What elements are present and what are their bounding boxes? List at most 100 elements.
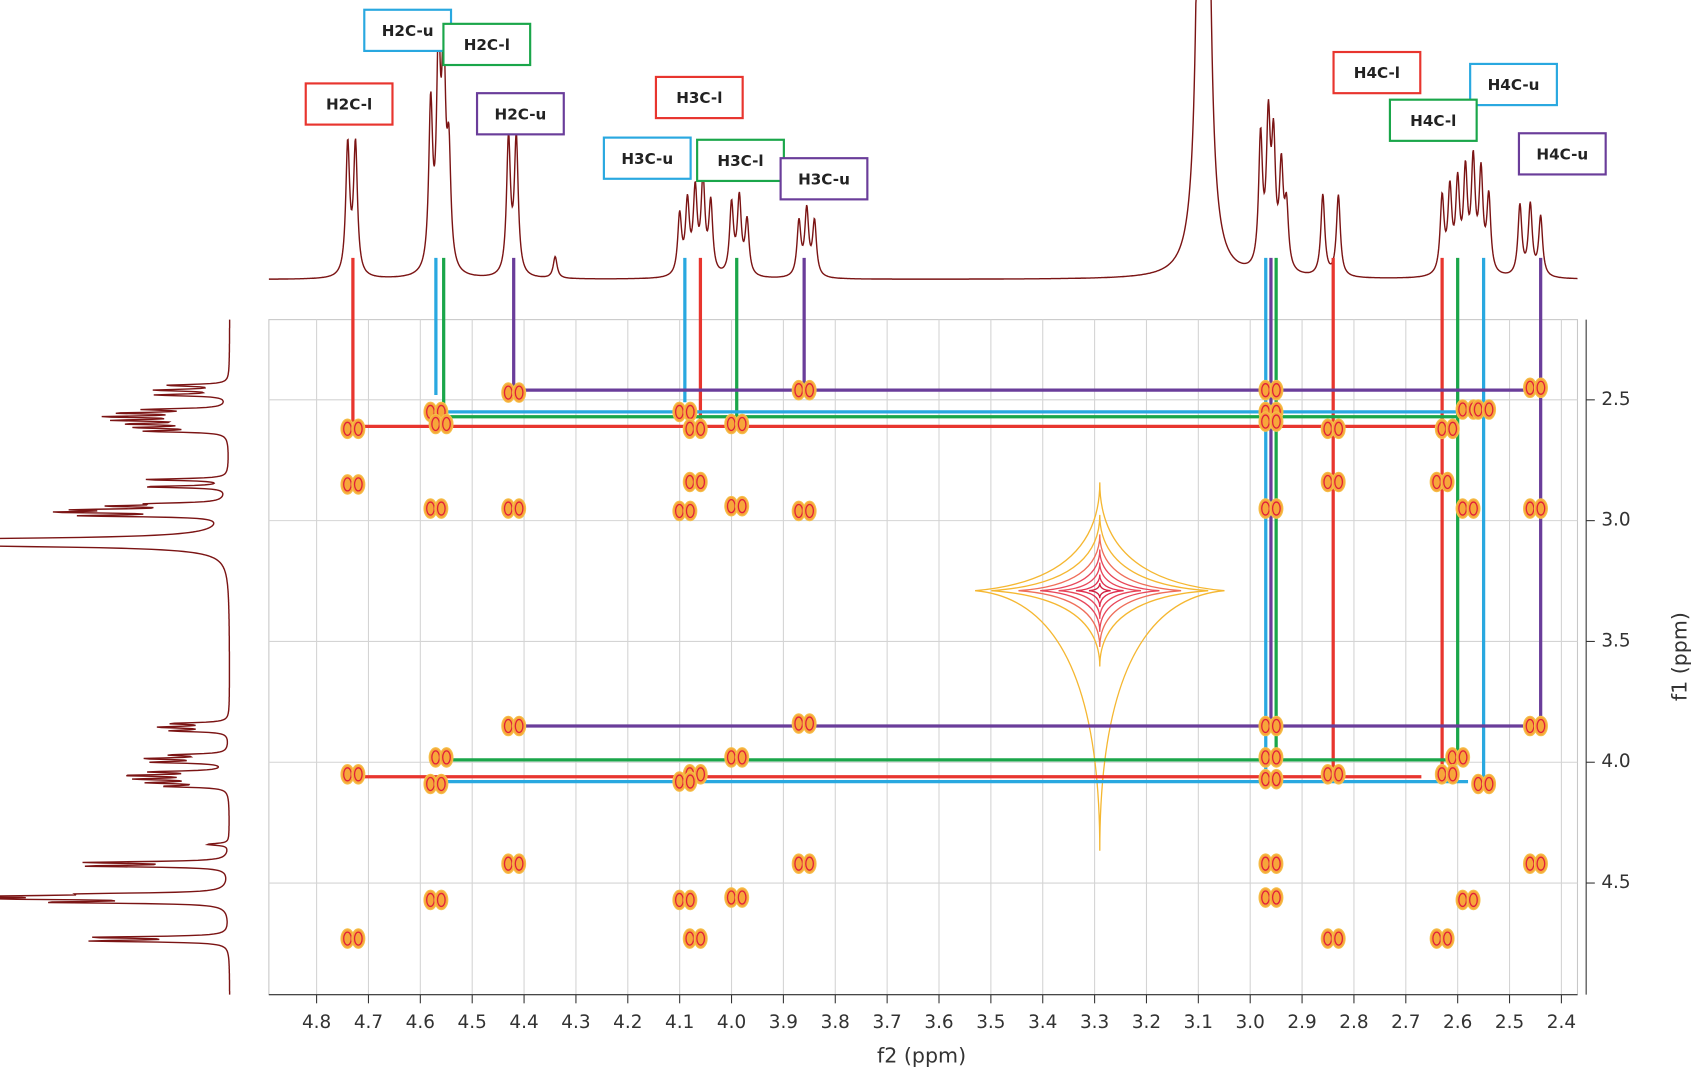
contour [805,856,815,871]
contour [514,501,524,516]
annotation-box [1332,50,1422,95]
contour [1271,771,1281,787]
cross-peak [682,471,708,493]
contour [1334,931,1344,946]
x-tick-label: 4.2 [613,1012,642,1033]
annotation-label: H2C-l [464,36,510,54]
contour [1448,767,1458,782]
cross-peak [1523,377,1548,399]
cross-peak [501,382,527,403]
cross-peak [791,713,817,734]
cross-peak [682,418,708,440]
cross-peak [423,498,449,519]
contour [1271,890,1281,905]
cross-peak [1258,411,1284,432]
cross-peak [724,413,750,435]
y-tick-label: 3.5 [1601,630,1630,651]
x-tick-label: 4.0 [717,1012,746,1033]
annotation-label: H3C-l [676,89,722,107]
contour [1334,474,1344,490]
contour [1443,474,1452,490]
x-tick-label: 3.6 [924,1012,953,1033]
x-tick-label: 3.1 [1184,1012,1213,1033]
y-tick-label: 4.5 [1601,872,1630,893]
contour [514,385,524,400]
contour [685,503,695,519]
cross-peak [1434,764,1460,785]
cross-peak [724,747,750,768]
cross-peak [501,853,527,875]
cross-peak [672,500,698,522]
x-tick-label: 3.2 [1132,1012,1161,1033]
y-tick-label: 3.0 [1601,510,1630,531]
cross-peak [1523,853,1548,875]
cross-peak [672,401,698,423]
cross-peak [1258,887,1284,908]
cross-peak [1320,418,1346,440]
contour [1271,750,1281,765]
contour [1469,501,1478,516]
contour [737,890,747,905]
contour [1271,718,1281,734]
annotation-box [1517,132,1607,176]
cross-peak [428,413,454,435]
x-tick-label: 4.1 [665,1012,694,1033]
x-tick-label: 2.6 [1443,1012,1472,1033]
contour [1536,718,1546,734]
contour [1484,402,1494,417]
contour [1536,380,1546,395]
annotation-label: H2C-l [326,96,372,114]
annotation-label: H4C-l [1410,112,1456,130]
left-projection [0,319,231,995]
x-tick-label: 4.6 [406,1012,435,1033]
contour [353,421,363,436]
cross-peak [428,747,454,768]
contour [514,856,524,871]
cross-peak [501,498,527,519]
contour [1448,421,1458,436]
cross-peak [340,474,366,495]
annotation-box [442,22,532,67]
contour [1536,856,1546,871]
contour [1443,931,1452,946]
contour [1334,421,1344,436]
contour [1088,583,1111,599]
x-tick-label: 4.7 [354,1012,383,1033]
x-tick-label: 4.8 [302,1012,331,1033]
cross-peak [1258,747,1284,768]
contour [696,767,706,782]
cross-peak [724,887,750,908]
contour [685,404,695,420]
cross-peak [423,773,449,795]
x-tick-label: 2.5 [1495,1012,1524,1033]
contour [353,477,363,492]
contour [1271,501,1281,516]
x-tick-label: 2.4 [1547,1012,1576,1033]
x-tick-label: 3.8 [821,1012,850,1033]
cross-peak [1258,498,1284,519]
annotation-box [475,92,565,136]
cross-peak [1320,764,1346,785]
x-tick-label: 2.8 [1339,1012,1368,1033]
cross-peak [1258,853,1284,875]
cross-peak [1434,418,1460,440]
contour [991,514,1209,667]
cross-peak [1455,498,1481,519]
contour [805,503,815,519]
contour [685,892,695,908]
contour [696,421,706,436]
cross-peak [423,889,449,911]
x-tick-label: 3.5 [976,1012,1005,1033]
cross-peak [1523,498,1548,519]
x-tick-label: 2.9 [1287,1012,1316,1033]
contour [737,416,747,432]
cross-peak [1429,928,1455,949]
cross-peak [1320,928,1346,949]
contour [696,474,706,490]
x-tick-label: 4.5 [458,1012,487,1033]
cross-peak [791,500,817,522]
contour [1018,534,1182,648]
annotation-box [654,75,744,120]
y-tick-label: 2.5 [1601,389,1630,410]
contour [1075,574,1124,607]
